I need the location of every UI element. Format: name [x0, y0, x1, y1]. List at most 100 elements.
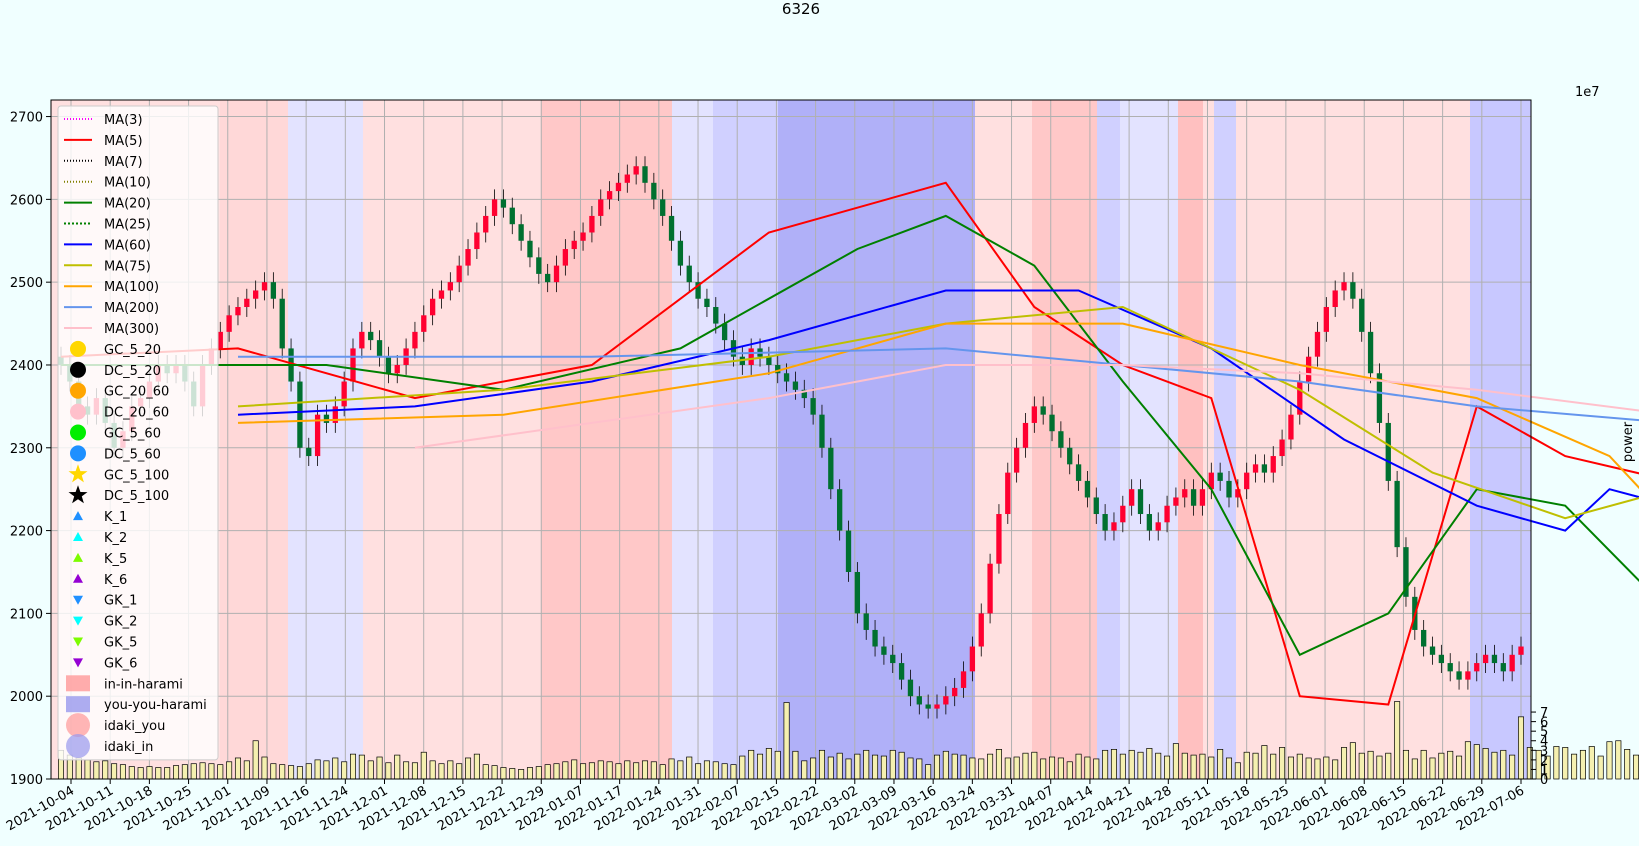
volume-bar	[615, 763, 622, 780]
volume-bar	[164, 767, 171, 780]
legend-triangle-up-swatch	[73, 511, 83, 521]
legend-label: MA(300)	[104, 322, 159, 337]
volume-bar	[810, 757, 817, 780]
legend-circle-swatch	[70, 361, 86, 378]
volume-bar	[995, 749, 1002, 780]
candle-body	[1456, 671, 1462, 680]
volume-bar	[1172, 743, 1179, 780]
volume-bar	[447, 760, 454, 780]
candle-body	[660, 199, 666, 216]
volume-bar	[270, 763, 277, 780]
volume-bar	[686, 756, 693, 780]
volume-bar	[1358, 752, 1365, 780]
volume-bar	[1093, 758, 1100, 780]
volume-bar	[535, 766, 542, 780]
signal-band	[672, 100, 713, 779]
y2-tick-label: 0	[1540, 773, 1548, 788]
volume-bar	[1287, 756, 1294, 780]
ma-line-ma75	[237, 305, 1639, 520]
volume-bar	[1579, 749, 1586, 780]
y2-tick-label: 6	[1540, 716, 1548, 731]
candle-body	[1173, 497, 1179, 506]
volume-bar	[1402, 749, 1409, 780]
volume-bar	[624, 760, 631, 780]
candle-body	[1314, 331, 1321, 357]
candle-body	[536, 257, 542, 274]
signal-band	[975, 100, 1032, 779]
volume-bar	[1526, 747, 1533, 780]
legend-label: MA(10)	[104, 176, 151, 191]
right-axis-multiplier: 1e7	[1575, 85, 1600, 100]
volume-bar	[394, 754, 401, 780]
candle-body	[306, 447, 312, 457]
candle-body	[1359, 298, 1365, 332]
y2-tick-label: 7	[1540, 706, 1548, 721]
candle-body	[1155, 522, 1161, 531]
volume-bar	[748, 749, 755, 780]
signal-band	[1470, 100, 1531, 779]
candle-body	[341, 381, 347, 407]
candle-body	[226, 315, 232, 332]
candle-body	[801, 389, 807, 399]
volume-bar	[1013, 756, 1020, 780]
candle-body	[1376, 373, 1383, 423]
volume-bar	[987, 753, 994, 780]
volume-bar	[562, 761, 569, 780]
candle-body	[978, 613, 984, 647]
volume-bar	[288, 765, 295, 780]
volume-bar	[491, 765, 498, 780]
candle-body	[527, 240, 533, 258]
candle-body	[261, 282, 268, 291]
volume-bar	[305, 763, 312, 780]
candle-body	[1217, 472, 1223, 481]
legend-label: DC_5_100	[104, 489, 169, 504]
volume-bar	[889, 749, 896, 780]
candle-body	[385, 356, 392, 374]
volume-bar	[827, 756, 834, 780]
candle-body	[323, 414, 330, 423]
volume-bar	[518, 769, 525, 780]
volume-bar	[1429, 757, 1436, 780]
volume-bar	[1110, 749, 1117, 780]
volume-bar	[137, 767, 144, 780]
legend-rect-swatch	[66, 675, 90, 692]
volume-bar	[978, 758, 985, 780]
volume-bar	[659, 764, 666, 780]
volume-bar	[411, 762, 418, 780]
y-tick-label: 2500	[10, 276, 43, 291]
candle-body	[1491, 654, 1498, 664]
volume-bar	[1164, 755, 1171, 780]
volume-bar	[1296, 753, 1303, 780]
volume-bar	[1252, 752, 1259, 780]
volume-bar	[1606, 741, 1613, 780]
volume-bar	[783, 702, 790, 780]
candle-body	[713, 307, 719, 324]
candle-body	[1261, 464, 1268, 473]
volume-bar	[1597, 755, 1604, 780]
candle-body	[721, 323, 728, 341]
volume-bar	[93, 761, 100, 780]
volume-bar	[916, 758, 923, 780]
y2-tick-label: 3	[1540, 744, 1548, 759]
candle-body	[854, 571, 861, 614]
volume-bar	[1225, 757, 1233, 780]
legend-label: GC_5_100	[104, 468, 169, 483]
candle-body	[1235, 489, 1241, 498]
volume-bar	[1181, 752, 1188, 780]
legend-label: MA(25)	[104, 218, 151, 233]
volume-bar	[1128, 749, 1135, 780]
candle-body	[704, 298, 710, 308]
volume-bar	[482, 764, 489, 780]
signal-band	[778, 100, 975, 779]
volume-bar	[173, 765, 180, 780]
volume-bar	[1571, 753, 1578, 780]
volume-bar	[1517, 716, 1525, 780]
volume-bar	[1066, 761, 1073, 780]
volume-bar	[1456, 755, 1463, 780]
candle-body	[1270, 456, 1276, 473]
volume-bar	[217, 764, 224, 780]
volume-bar	[1447, 750, 1454, 780]
candle-body	[474, 232, 480, 250]
volume-bar	[544, 764, 551, 780]
volume-bar	[1137, 751, 1144, 780]
